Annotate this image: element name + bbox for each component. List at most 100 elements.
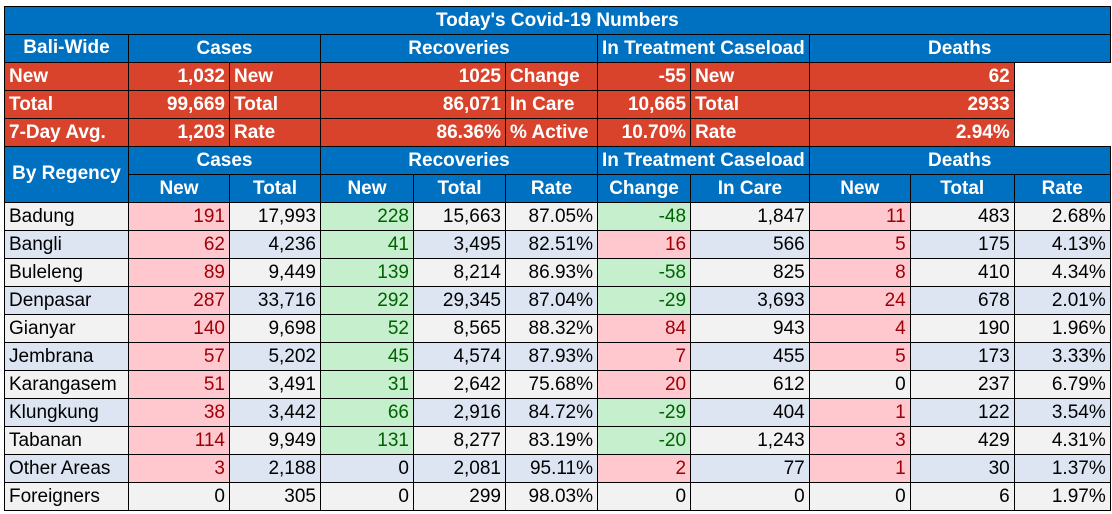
column-header: New — [808, 174, 911, 203]
cell-in-care: 455 — [690, 342, 810, 371]
regency-name: Bangli — [4, 230, 129, 259]
cell-deaths-new: 0 — [808, 370, 911, 399]
column-header: Total — [909, 174, 1015, 203]
cell-cases-new: 3 — [128, 454, 230, 483]
cell-deaths-total: 410 — [909, 258, 1015, 287]
cell-cases-new: 191 — [128, 202, 230, 231]
cell-treatment-change: 7 — [596, 342, 692, 371]
cell-treatment-change: 16 — [596, 230, 692, 259]
bali-recoveries-header: Recoveries — [320, 34, 598, 63]
regency-recoveries-header: Recoveries — [320, 146, 598, 175]
bali-recoveries-label: New — [229, 62, 321, 91]
column-header: In Care — [690, 174, 810, 203]
cell-recoveries-new: 45 — [320, 342, 414, 371]
column-header: New — [128, 174, 230, 203]
cell-cases-total: 9,698 — [229, 314, 321, 343]
cell-recovery-rate: 87.05% — [505, 202, 598, 231]
cell-deaths-new: 24 — [808, 286, 911, 315]
cell-cases-total: 9,949 — [229, 426, 321, 455]
cell-cases-total: 17,993 — [229, 202, 321, 231]
cell-treatment-change: -48 — [596, 202, 692, 231]
table-row: Denpasar 287 33,716 292 29,345 87.04% -29 3,693… — [4, 286, 1111, 315]
cell-recoveries-total: 3,495 — [413, 230, 506, 259]
cell-recoveries-new: 52 — [320, 314, 414, 343]
bali-cases-header: Cases — [128, 34, 321, 63]
cell-death-rate: 1.96% — [1013, 314, 1111, 343]
cell-in-care: 77 — [690, 454, 810, 483]
cell-recoveries-new: 228 — [320, 202, 414, 231]
regency-name: Karangasem — [4, 370, 129, 399]
bali-treatment-value: 10.70% — [596, 118, 692, 147]
bali-treatment-header: In Treatment Caseload — [597, 34, 810, 63]
cell-deaths-new: 3 — [808, 426, 911, 455]
table-title: Today's Covid-19 Numbers — [4, 6, 1111, 35]
bali-recoveries-label: Total — [229, 90, 321, 119]
bali-cases-label: New — [4, 62, 129, 91]
cell-death-rate: 4.31% — [1013, 426, 1111, 455]
cell-recovery-rate: 87.04% — [505, 286, 598, 315]
column-header: Total — [229, 174, 321, 203]
bali-treatment-label: % Active — [505, 118, 598, 147]
bali-summary-row: New 1,032 New 1025 Change -55 New 62 — [4, 62, 1111, 91]
cell-death-rate: 3.54% — [1013, 398, 1111, 427]
bali-deaths-value: 2933 — [808, 90, 1015, 119]
cell-deaths-total: 429 — [909, 426, 1015, 455]
cell-cases-new: 114 — [128, 426, 230, 455]
cell-treatment-change: 84 — [596, 314, 692, 343]
column-header: Rate — [505, 174, 598, 203]
cell-treatment-change: 2 — [596, 454, 692, 483]
cell-cases-total: 5,202 — [229, 342, 321, 371]
cell-deaths-new: 1 — [808, 454, 911, 483]
bali-deaths-header: Deaths — [808, 34, 1111, 63]
cell-cases-new: 62 — [128, 230, 230, 259]
cell-deaths-new: 5 — [808, 342, 911, 371]
cell-cases-new: 140 — [128, 314, 230, 343]
cell-death-rate: 2.68% — [1013, 202, 1111, 231]
bali-deaths-label: New — [690, 62, 810, 91]
column-header: Change — [596, 174, 692, 203]
cell-deaths-total: 122 — [909, 398, 1015, 427]
cell-recoveries-total: 2,081 — [413, 454, 506, 483]
cell-death-rate: 1.37% — [1013, 454, 1111, 483]
cell-recovery-rate: 95.11% — [505, 454, 598, 483]
bali-recoveries-value: 86,071 — [320, 90, 506, 119]
table-row: Badung 191 17,993 228 15,663 87.05% -48 1,847 11… — [4, 202, 1111, 231]
cell-cases-new: 57 — [128, 342, 230, 371]
cell-recoveries-new: 31 — [320, 370, 414, 399]
bali-summary-row: 7-Day Avg. 1,203 Rate 86.36%% Active 10.70% R… — [4, 118, 1111, 147]
cell-in-care: 404 — [690, 398, 810, 427]
cell-recoveries-total: 2,642 — [413, 370, 506, 399]
bali-recoveries-value: 86.36% — [320, 118, 506, 147]
table-row: Gianyar 140 9,698 52 8,565 88.32% 84 943 4 190 1.9… — [4, 314, 1111, 343]
regency-name: Jembrana — [4, 342, 129, 371]
bali-deaths-value: 2.94% — [808, 118, 1015, 147]
regency-name: Denpasar — [4, 286, 129, 315]
table-row: Jembrana 57 5,202 45 4,574 87.93% 7 455 5 173 3.33… — [4, 342, 1111, 371]
bali-treatment-label: Change — [505, 62, 598, 91]
bali-cases-value: 1,203 — [128, 118, 230, 147]
cell-in-care: 3,693 — [690, 286, 810, 315]
bali-deaths-value: 62 — [808, 62, 1015, 91]
regency-name: Badung — [4, 202, 129, 231]
cell-in-care: 825 — [690, 258, 810, 287]
by-regency-label: By Regency — [4, 146, 129, 203]
cell-recovery-rate: 88.32% — [505, 314, 598, 343]
cell-recoveries-total: 299 — [413, 482, 506, 511]
cell-recoveries-new: 0 — [320, 482, 414, 511]
cell-recoveries-total: 8,565 — [413, 314, 506, 343]
cell-cases-total: 3,442 — [229, 398, 321, 427]
regency-name: Other Areas — [4, 454, 129, 483]
regency-name: Foreigners — [4, 482, 129, 511]
cell-recoveries-total: 4,574 — [413, 342, 506, 371]
bali-cases-label: 7-Day Avg. — [4, 118, 129, 147]
cell-deaths-new: 4 — [808, 314, 911, 343]
cell-cases-total: 3,491 — [229, 370, 321, 399]
cell-deaths-new: 8 — [808, 258, 911, 287]
cell-recoveries-new: 139 — [320, 258, 414, 287]
table-row: Foreigners 0 305 0 299 98.03% 0 0 0 6 1.97% — [4, 482, 1111, 511]
cell-death-rate: 3.33% — [1013, 342, 1111, 371]
cell-in-care: 0 — [690, 482, 810, 511]
cell-recovery-rate: 75.68% — [505, 370, 598, 399]
cell-cases-new: 38 — [128, 398, 230, 427]
bali-cases-label: Total — [4, 90, 129, 119]
